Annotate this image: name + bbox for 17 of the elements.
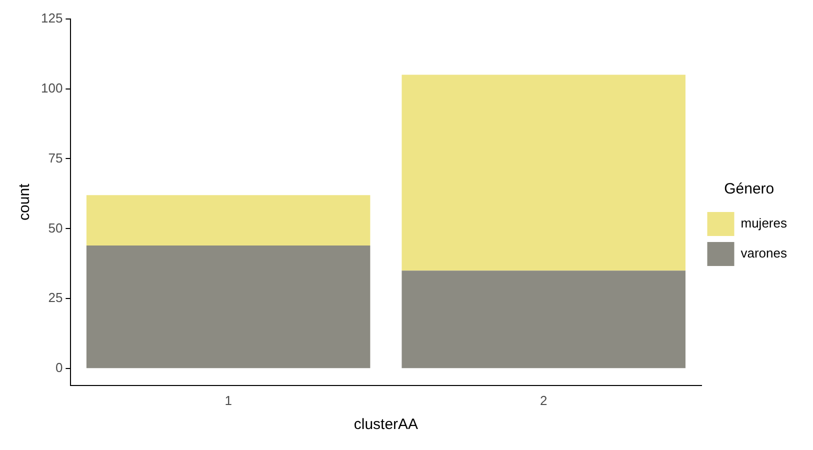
x-tick-label: 2 — [540, 392, 548, 408]
legend-title: Género — [724, 180, 774, 198]
y-tick-label: 0 — [55, 360, 63, 376]
legend-label: varones — [740, 246, 788, 261]
x-tick-label: 1 — [224, 392, 232, 408]
bar — [86, 195, 370, 246]
legend-label: mujeres — [740, 216, 788, 231]
y-tick-label: 25 — [48, 290, 63, 306]
y-tick-label: 125 — [40, 10, 63, 26]
y-tick-label: 50 — [48, 220, 63, 236]
bar — [402, 270, 686, 368]
y-tick-label: 100 — [40, 80, 63, 96]
bar — [402, 74, 686, 271]
y-tick-label: 75 — [48, 150, 63, 166]
y-axis-title: count — [16, 182, 34, 220]
x-axis-title: clusterAA — [354, 416, 418, 434]
bar — [86, 245, 370, 368]
